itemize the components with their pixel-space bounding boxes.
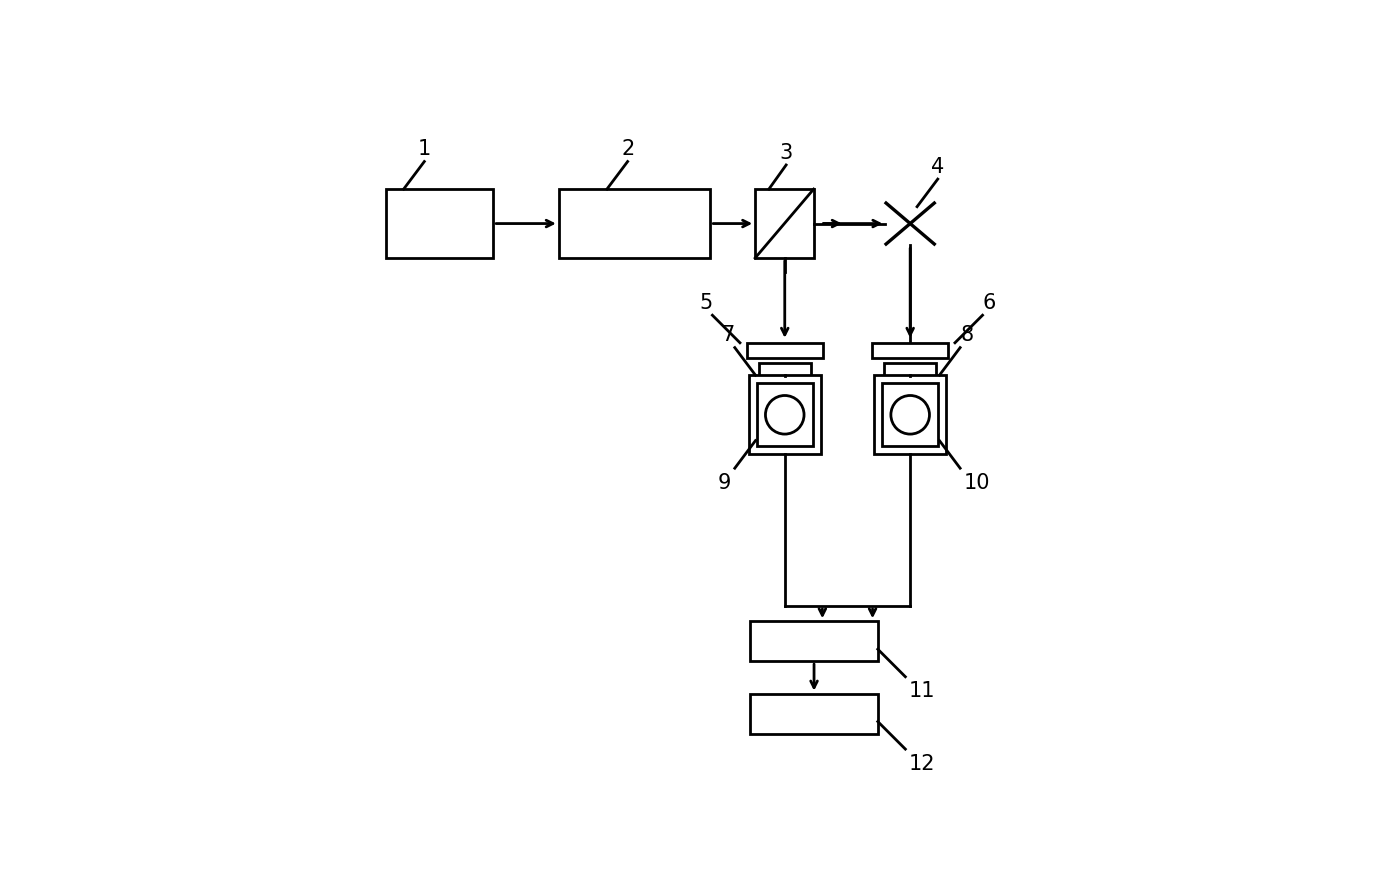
Circle shape	[765, 396, 804, 434]
Bar	[757, 384, 812, 447]
Circle shape	[891, 396, 930, 434]
Bar	[872, 343, 948, 358]
Text: 5: 5	[699, 292, 712, 312]
Bar	[387, 190, 493, 258]
Bar	[758, 364, 811, 376]
Text: 7: 7	[722, 325, 735, 345]
Text: 11: 11	[909, 680, 936, 700]
Text: 12: 12	[909, 753, 936, 772]
Text: 4: 4	[931, 156, 944, 176]
Bar	[755, 190, 814, 258]
Text: 1: 1	[417, 139, 431, 159]
Text: 3: 3	[779, 142, 793, 163]
Text: 9: 9	[718, 472, 732, 492]
Text: 8: 8	[960, 325, 973, 345]
Bar	[750, 694, 877, 734]
Bar	[883, 384, 938, 447]
Bar	[750, 621, 877, 662]
Bar	[748, 375, 821, 455]
Bar	[747, 343, 823, 358]
Bar	[559, 190, 711, 258]
Text: 6: 6	[983, 292, 997, 312]
Bar	[884, 364, 937, 376]
Bar	[875, 375, 947, 455]
Text: 2: 2	[621, 139, 635, 159]
Text: 10: 10	[963, 472, 990, 492]
